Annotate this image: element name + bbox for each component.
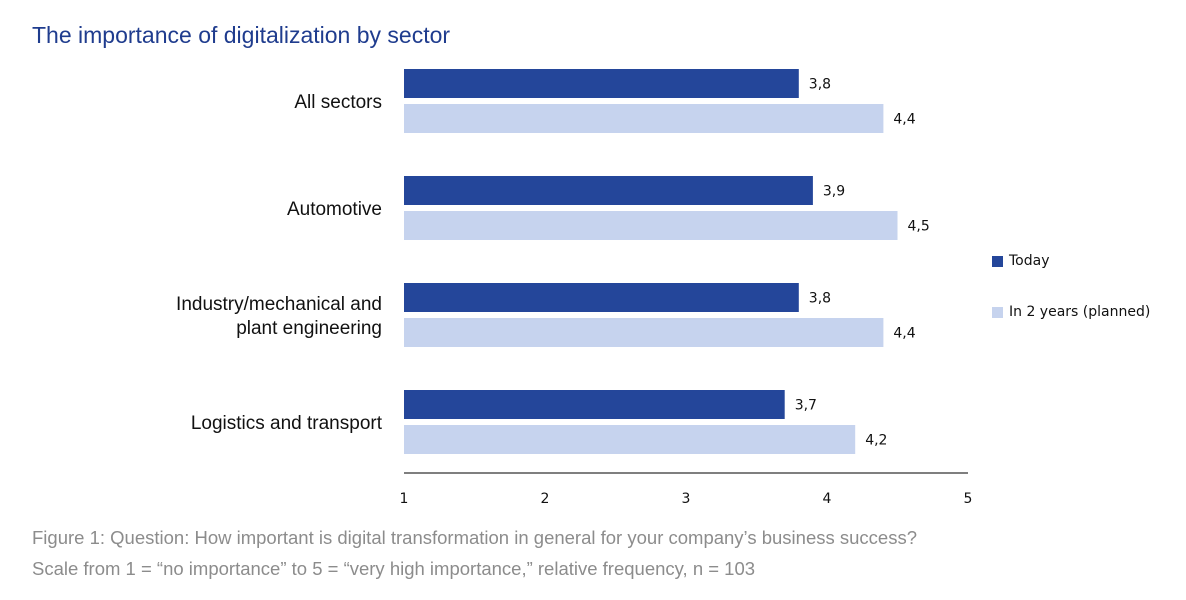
x-tick-label-3: 4: [823, 491, 832, 507]
caption-line-2: Scale from 1 = “no importance” to 5 = “v…: [32, 558, 756, 579]
value-label-planned-2: 4,4: [893, 326, 915, 342]
bar-planned-2: [404, 318, 884, 347]
x-tick-label-4: 5: [964, 491, 973, 507]
legend-label-today: Today: [1009, 253, 1050, 269]
legend-swatch-planned: [992, 306, 1003, 318]
x-tick-label-0: 1: [400, 491, 409, 507]
value-label-today-0: 3,8: [809, 77, 831, 93]
legend-swatch-today: [992, 255, 1003, 267]
caption-line-1: Figure 1: Question: How important is dig…: [32, 527, 917, 548]
bar-today-2: [404, 283, 799, 312]
chart-title: The importance of digitalization by sect…: [32, 22, 451, 48]
bar-today-0: [404, 69, 799, 98]
value-label-today-2: 3,8: [809, 291, 831, 307]
x-tick-label-1: 2: [541, 491, 550, 507]
value-label-planned-1: 4,5: [908, 219, 930, 235]
x-tick-label-2: 3: [682, 491, 691, 507]
bar-planned-0: [404, 104, 884, 133]
legend-label-planned: In 2 years (planned): [1009, 304, 1151, 320]
category-label-3: Logistics and transport: [191, 413, 383, 434]
legend-item-today: Today: [992, 252, 1150, 270]
value-label-planned-3: 4,2: [865, 433, 887, 449]
category-label-2-line-0: Industry/mechanical and: [176, 294, 382, 315]
bar-today-1: [404, 176, 813, 205]
bar-planned-3: [404, 425, 856, 454]
bar-today-3: [404, 390, 785, 419]
bar-planned-1: [404, 211, 898, 240]
category-label-0: All sectors: [294, 92, 382, 113]
value-label-today-3: 3,7: [795, 398, 817, 414]
bar-chart: 3,8 3,9 3,8 3,7 4,4 4,5 4,4 4,2 All sectors Autom…: [176, 69, 973, 507]
category-label-2-line-1: plant engineering: [236, 318, 382, 339]
value-label-today-1: 3,9: [823, 184, 845, 200]
value-label-planned-0: 4,4: [893, 112, 915, 128]
figure-caption: Figure 1: Question: How important is dig…: [32, 522, 917, 584]
category-label-1: Automotive: [287, 199, 382, 220]
legend: Today In 2 years (planned): [992, 252, 1150, 354]
legend-item-planned: In 2 years (planned): [992, 303, 1150, 321]
